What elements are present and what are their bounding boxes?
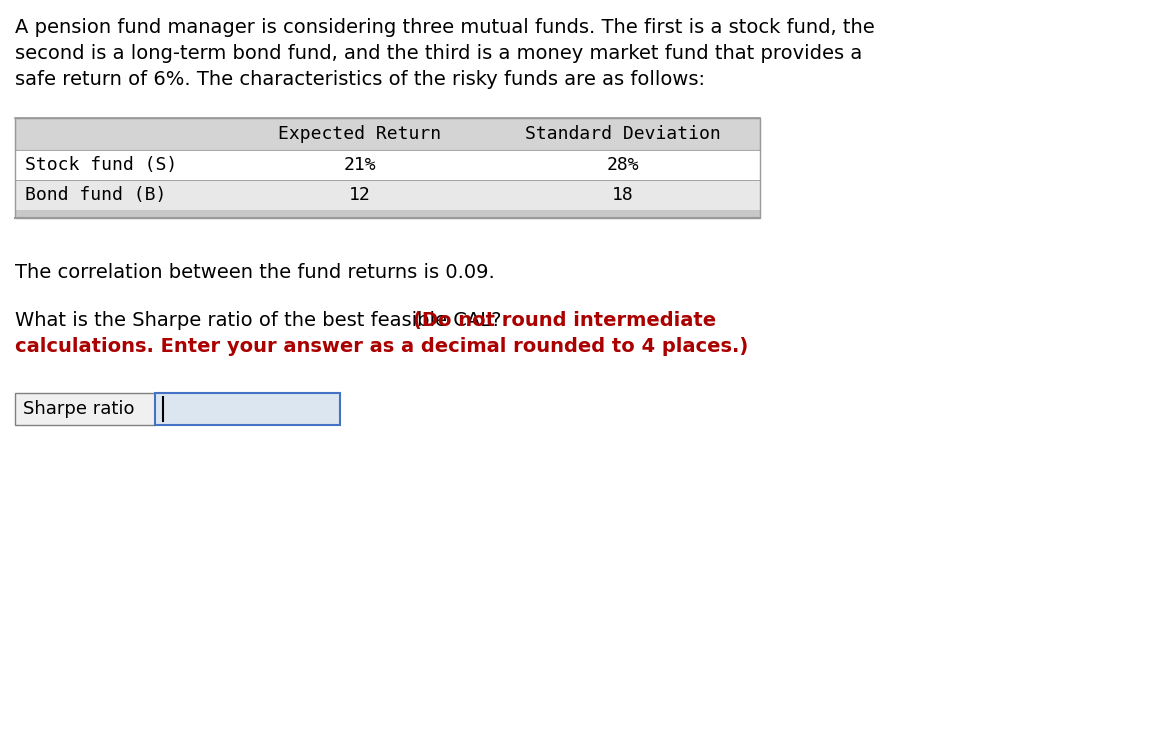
Bar: [15, 210, 760, 218]
Text: Sharpe ratio: Sharpe ratio: [23, 400, 135, 418]
Text: Stock fund (S): Stock fund (S): [25, 156, 177, 174]
Text: What is the Sharpe ratio of the best feasible CAL?: What is the Sharpe ratio of the best fea…: [15, 311, 508, 330]
Text: Standard Deviation: Standard Deviation: [524, 125, 720, 143]
Bar: [15, 118, 760, 218]
Bar: [15, 393, 156, 425]
Text: calculations. Enter your answer as a decimal rounded to 4 places.): calculations. Enter your answer as a dec…: [15, 337, 749, 356]
Text: 28%: 28%: [606, 156, 639, 174]
Text: 21%: 21%: [343, 156, 377, 174]
Text: The correlation between the fund returns is 0.09.: The correlation between the fund returns…: [15, 263, 494, 282]
Text: second is a long-term bond fund, and the third is a money market fund that provi: second is a long-term bond fund, and the…: [15, 44, 862, 63]
Text: A pension fund manager is considering three mutual funds. The first is a stock f: A pension fund manager is considering th…: [15, 18, 874, 37]
Text: 12: 12: [349, 186, 371, 204]
Bar: [15, 180, 760, 210]
Text: (Do not round intermediate: (Do not round intermediate: [412, 311, 715, 330]
Bar: [15, 150, 760, 180]
Text: 18: 18: [612, 186, 634, 204]
Text: Bond fund (B): Bond fund (B): [25, 186, 166, 204]
Text: Expected Return: Expected Return: [279, 125, 441, 143]
Bar: [156, 393, 340, 425]
Bar: [15, 118, 760, 150]
Text: safe return of 6%. The characteristics of the risky funds are as follows:: safe return of 6%. The characteristics o…: [15, 70, 705, 89]
